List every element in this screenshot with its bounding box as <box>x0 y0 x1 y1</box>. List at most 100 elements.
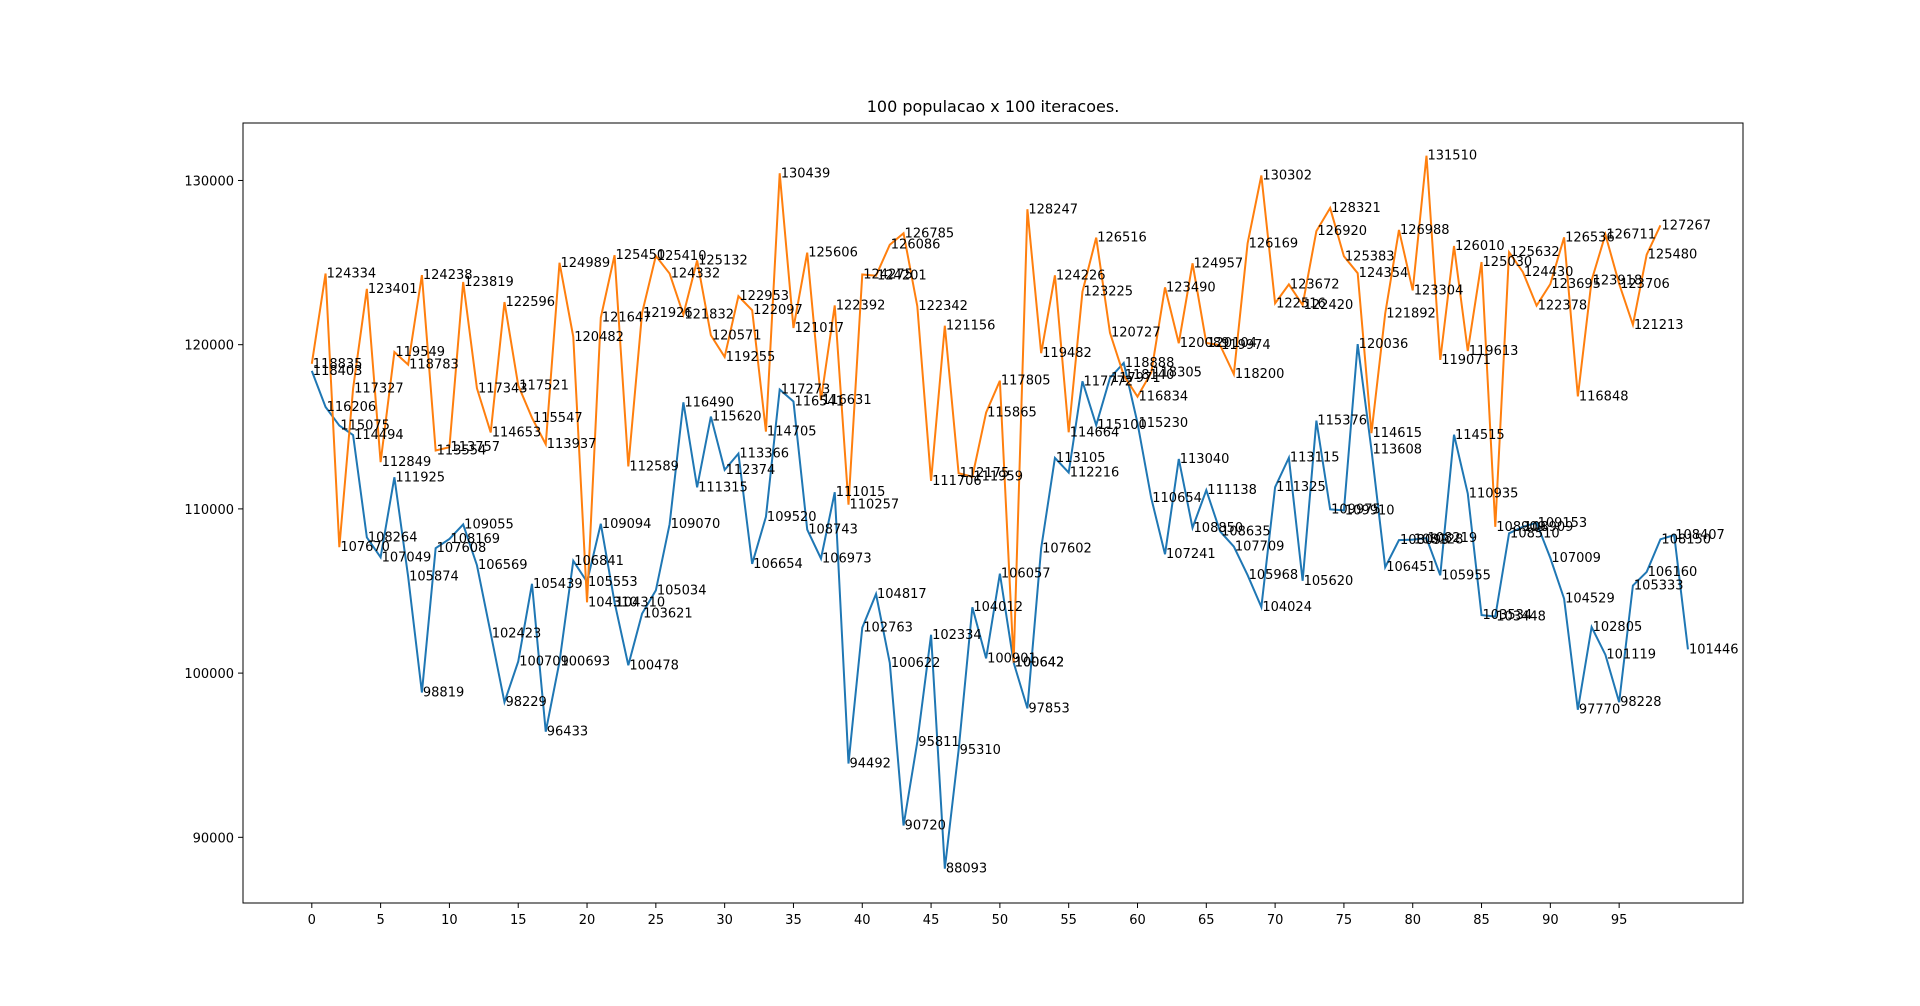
data-label: 126711 <box>1606 227 1656 242</box>
x-tick-label: 50 <box>992 913 1009 928</box>
x-tick-label: 25 <box>648 913 665 928</box>
data-label: 115230 <box>1138 416 1188 431</box>
data-label: 95310 <box>960 743 1001 758</box>
data-label: 123918 <box>1593 273 1643 288</box>
data-label: 123304 <box>1414 283 1464 298</box>
data-label: 116206 <box>327 400 377 415</box>
data-label: 106160 <box>1648 565 1698 580</box>
series-line-0 <box>310 343 1689 869</box>
data-label: 118305 <box>1152 366 1202 381</box>
data-label: 100642 <box>1015 656 1065 671</box>
x-tick-label: 55 <box>1060 913 1077 928</box>
data-label: 108743 <box>808 523 858 538</box>
data-label: 109094 <box>602 517 652 532</box>
data-label: 108128 <box>1414 533 1464 548</box>
plot-area: 0 5 10 15 20 25 30 35 40 45 50 55 60 65 70 75 80 85 90 95 90… <box>184 149 1738 928</box>
data-label: 122378 <box>1538 299 1588 314</box>
data-label: 98819 <box>423 685 464 700</box>
x-tick-label: 20 <box>579 913 596 928</box>
x-tick-label: 60 <box>1129 913 1146 928</box>
data-label: 107009 <box>1551 551 1601 566</box>
data-label: 125606 <box>808 246 858 261</box>
data-label: 116834 <box>1138 390 1188 405</box>
data-label: 112849 <box>382 455 432 470</box>
data-label: 119482 <box>1042 346 1092 361</box>
data-label: 118140 <box>1125 368 1175 383</box>
x-tick-label: 75 <box>1336 913 1353 928</box>
data-label: 94492 <box>850 757 891 772</box>
data-label: 100642 <box>1015 656 1065 671</box>
data-label: 109070 <box>671 517 721 532</box>
data-label: 117805 <box>1001 374 1051 389</box>
data-label: 104024 <box>1262 600 1312 615</box>
y-tick-label: 110000 <box>184 503 234 518</box>
series-line-1 <box>310 155 1662 663</box>
x-tick-label: 0 <box>308 913 316 928</box>
data-label: 123695 <box>1551 277 1601 292</box>
data-label: 112216 <box>1070 466 1120 481</box>
data-label: 125410 <box>657 249 707 264</box>
data-label: 117971 <box>1111 371 1161 386</box>
data-label: 108099 <box>1400 533 1450 548</box>
data-label: 107608 <box>437 541 487 556</box>
data-label: 122953 <box>739 289 789 304</box>
data-label: 104529 <box>1565 592 1615 607</box>
data-label: 108150 <box>1661 532 1711 547</box>
data-label: 111706 <box>932 474 982 489</box>
data-label: 117343 <box>478 381 528 396</box>
data-label: 108909 <box>1524 520 1574 535</box>
data-label: 124354 <box>1359 266 1409 281</box>
data-label: 122342 <box>918 299 968 314</box>
data-label: 111325 <box>1276 480 1326 495</box>
data-label: 103621 <box>643 607 693 622</box>
data-label: 114494 <box>354 428 404 443</box>
data-label: 113937 <box>547 437 597 452</box>
data-label: 112175 <box>960 466 1010 481</box>
data-label: 111925 <box>395 470 445 485</box>
y-tick-label: 90000 <box>193 831 234 846</box>
data-label: 130302 <box>1262 169 1312 184</box>
data-label: 100622 <box>891 656 941 671</box>
data-label: 113040 <box>1180 452 1230 467</box>
data-label: 123490 <box>1166 280 1216 295</box>
data-label: 115100 <box>1097 418 1147 433</box>
data-label: 96433 <box>547 725 588 740</box>
data-label: 117521 <box>519 378 569 393</box>
data-label: 124430 <box>1524 265 1574 280</box>
data-label: 124238 <box>423 268 473 283</box>
data-label: 115620 <box>712 410 762 425</box>
data-label: 118200 <box>1235 367 1285 382</box>
x-tick-label: 30 <box>716 913 733 928</box>
data-label: 114653 <box>492 425 542 440</box>
x-tick-label: 35 <box>785 913 802 928</box>
data-label: 126536 <box>1565 230 1615 245</box>
data-label: 108219 <box>1427 531 1477 546</box>
x-tick-label: 70 <box>1267 913 1284 928</box>
data-label: 112589 <box>629 459 679 474</box>
data-label: 122596 <box>505 295 555 310</box>
data-label: 100901 <box>987 651 1037 666</box>
data-label: 101119 <box>1606 648 1656 663</box>
data-label: 112374 <box>726 463 776 478</box>
data-label: 107049 <box>382 550 432 565</box>
data-label: 123401 <box>368 282 418 297</box>
data-label: 122392 <box>836 298 886 313</box>
data-label: 100693 <box>561 655 611 670</box>
data-label: 113554 <box>437 444 487 459</box>
data-label: 107670 <box>340 540 390 555</box>
data-label: 120104 <box>1207 336 1257 351</box>
data-label: 97770 <box>1579 703 1620 718</box>
data-label: 108264 <box>368 530 418 545</box>
data-label: 114664 <box>1070 425 1120 440</box>
data-label: 122420 <box>1304 298 1354 313</box>
data-label: 102805 <box>1593 620 1643 635</box>
data-label: 121832 <box>684 308 734 323</box>
data-label: 119549 <box>395 345 445 360</box>
data-label: 120036 <box>1359 337 1409 352</box>
data-label: 117772 <box>1083 374 1133 389</box>
data-label: 114615 <box>1372 426 1422 441</box>
data-label: 121017 <box>794 321 844 336</box>
x-tick-label: 85 <box>1473 913 1490 928</box>
